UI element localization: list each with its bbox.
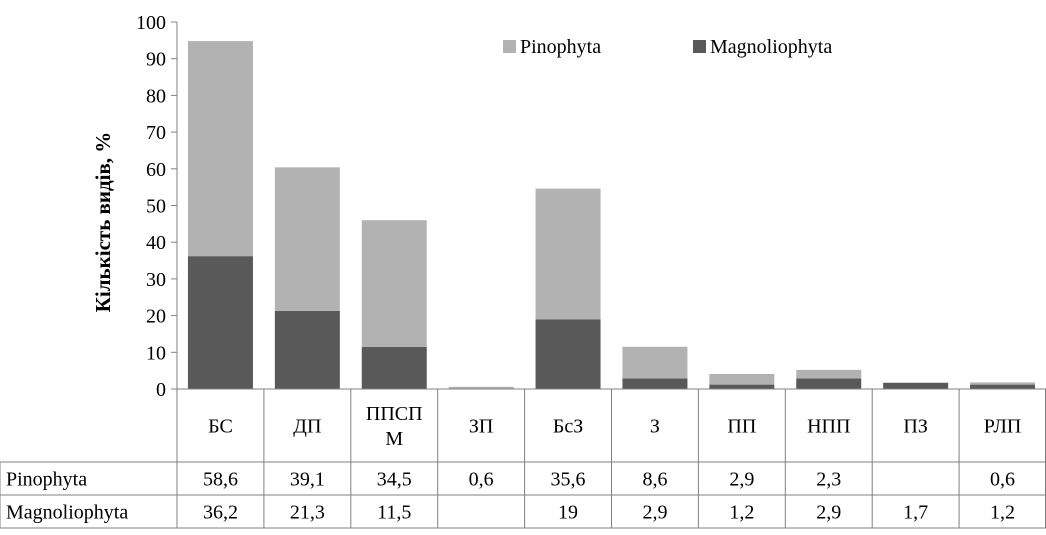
legend-swatch-pinophyta xyxy=(503,40,516,53)
table-cell: 1,2 xyxy=(729,502,754,524)
bar-magnoliophyta xyxy=(622,378,688,389)
category-label: БсЗ xyxy=(553,416,583,438)
table-cell: 58,6 xyxy=(203,469,238,491)
table-cell: 2,9 xyxy=(642,502,667,524)
bar-pinophyta xyxy=(448,386,514,389)
table-cell: 35,6 xyxy=(551,469,586,491)
y-tick-label: 60 xyxy=(146,159,166,181)
bar-pinophyta xyxy=(796,369,862,379)
bar-pinophyta xyxy=(622,346,688,379)
category-label: БС xyxy=(208,416,233,438)
table-cell: 39,1 xyxy=(290,469,325,491)
y-tick-label: 90 xyxy=(146,49,166,71)
bar-magnoliophyta xyxy=(796,378,862,389)
category-label: М xyxy=(385,428,403,450)
y-tick-label: 40 xyxy=(146,232,166,254)
table-cell: 1,7 xyxy=(903,502,928,524)
table-cell: 34,5 xyxy=(377,469,412,491)
table-cell: 8,6 xyxy=(642,469,667,491)
y-tick-label: 30 xyxy=(146,269,166,291)
y-axis: 0 10 20 30 40 50 60 70 80 90 100 xyxy=(136,12,178,401)
legend-label-magnoliophyta: Magnoliophyta xyxy=(710,36,832,58)
bar-magnoliophyta xyxy=(709,384,775,389)
table-row-label: Pinophyta xyxy=(6,469,87,491)
table-cell: 2,3 xyxy=(816,469,841,491)
legend: Pinophyta Magnoliophyta xyxy=(503,36,832,58)
y-tick-label: 10 xyxy=(146,342,166,364)
table-cell: 0,6 xyxy=(469,469,494,491)
bar-magnoliophyta xyxy=(187,256,253,389)
bar-pinophyta xyxy=(709,373,775,385)
legend-label-pinophyta: Pinophyta xyxy=(520,36,601,58)
table-cell: 2,9 xyxy=(729,469,754,491)
legend-swatch-magnoliophyta xyxy=(693,40,706,53)
table-cell: 36,2 xyxy=(203,502,238,524)
category-label: З xyxy=(650,416,660,438)
category-label: ДП xyxy=(293,416,321,438)
bars xyxy=(187,41,1036,389)
y-tick-label: 0 xyxy=(156,379,166,401)
table-cell: 19 xyxy=(558,502,578,524)
y-tick-label: 100 xyxy=(136,12,166,34)
bar-pinophyta xyxy=(535,188,601,320)
table-cell: 1,2 xyxy=(990,502,1015,524)
y-axis-label: Кількість видів, % xyxy=(91,132,115,313)
bar-magnoliophyta xyxy=(970,384,1036,389)
category-label: ПЗ xyxy=(903,416,927,438)
bar-pinophyta xyxy=(274,167,340,311)
bar-magnoliophyta xyxy=(883,382,949,389)
category-label: РЛП xyxy=(984,416,1022,438)
y-tick-label: 80 xyxy=(146,85,166,107)
bar-pinophyta xyxy=(361,220,427,347)
category-label: ЗП xyxy=(469,416,493,438)
category-label: ПП xyxy=(727,416,756,438)
bar-magnoliophyta xyxy=(535,319,601,389)
data-table: БС ДП ППСП М ЗП БсЗ З ПП НПП ПЗ РЛП Pinophyta 58,6 39… xyxy=(0,388,1046,529)
category-label: НПП xyxy=(807,416,850,438)
bar-magnoliophyta xyxy=(274,310,340,389)
y-tick-label: 50 xyxy=(146,196,166,218)
bar-pinophyta xyxy=(970,382,1036,385)
table-cell: 2,9 xyxy=(816,502,841,524)
y-tick-label: 20 xyxy=(146,306,166,328)
category-label: ППСП xyxy=(366,403,423,425)
bar-pinophyta xyxy=(187,41,253,257)
table-cell: 11,5 xyxy=(377,502,411,524)
bar-magnoliophyta xyxy=(361,346,427,389)
table-cell: 21,3 xyxy=(290,502,325,524)
y-tick-label: 70 xyxy=(146,122,166,144)
table-row-label: Magnoliophyta xyxy=(6,502,128,524)
table-cell: 0,6 xyxy=(990,469,1015,491)
